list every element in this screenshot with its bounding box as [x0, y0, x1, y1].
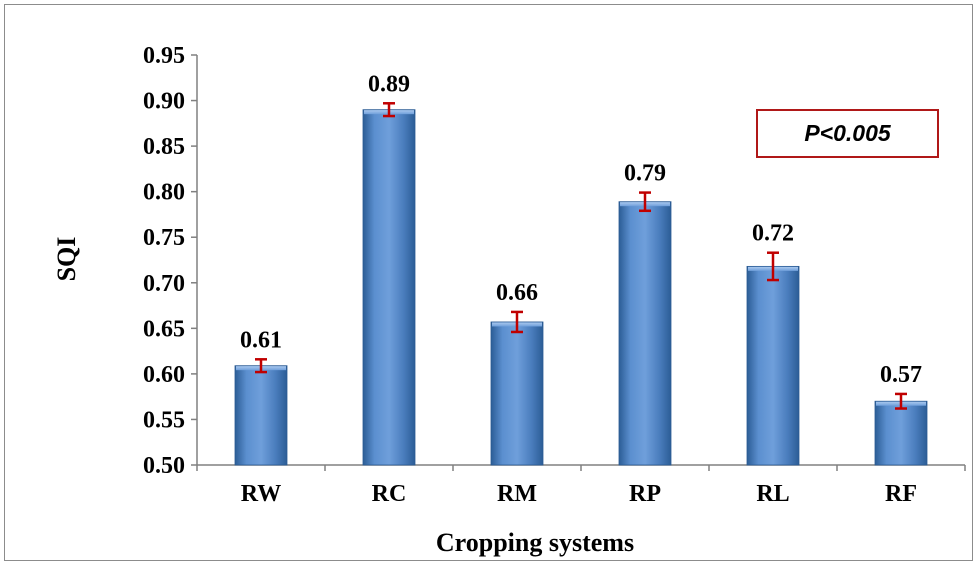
- y-tick-label: 0.50: [143, 453, 185, 479]
- data-label: 0.66: [496, 280, 538, 306]
- bar-rc: [362, 109, 416, 466]
- bar-rp: [618, 201, 672, 466]
- y-tick-label: 0.55: [143, 407, 185, 433]
- data-label: 0.57: [880, 362, 922, 388]
- category-label: RC: [372, 481, 407, 507]
- y-axis-title: SQI: [52, 237, 81, 282]
- data-label: 0.79: [624, 161, 666, 187]
- bar-rl: [746, 265, 800, 466]
- y-tick-label: 0.70: [143, 271, 185, 297]
- axes: [191, 54, 966, 471]
- p-value-annotation: P<0.005: [804, 120, 891, 146]
- bar-rf: [874, 400, 928, 466]
- data-label: 0.72: [752, 221, 794, 247]
- y-tick-label: 0.95: [143, 43, 185, 69]
- y-tick-label: 0.90: [143, 89, 185, 115]
- data-label: 0.89: [368, 71, 410, 97]
- y-tick-label: 0.65: [143, 316, 185, 342]
- data-label: 0.61: [240, 327, 282, 353]
- category-label: RM: [497, 481, 537, 507]
- bars: [234, 102, 928, 466]
- p-value-annotation-box: P<0.005: [756, 109, 939, 158]
- y-tick-label: 0.80: [143, 180, 185, 206]
- x-axis-title: Cropping systems: [436, 528, 634, 557]
- y-tick-label: 0.85: [143, 134, 185, 160]
- y-tick-label: 0.75: [143, 225, 185, 251]
- chart-frame: [4, 4, 973, 561]
- labels: 0.50 0.55 0.60 0.65 0.70 0.75 0.80 0.85 0.90 0.95…: [143, 43, 922, 507]
- category-label: RP: [629, 481, 661, 507]
- category-label: RF: [885, 481, 917, 507]
- bar-rm: [490, 321, 544, 466]
- bar-rw: [234, 365, 288, 466]
- y-tick-label: 0.60: [143, 362, 185, 388]
- category-label: RW: [241, 481, 282, 507]
- category-label: RL: [756, 481, 789, 507]
